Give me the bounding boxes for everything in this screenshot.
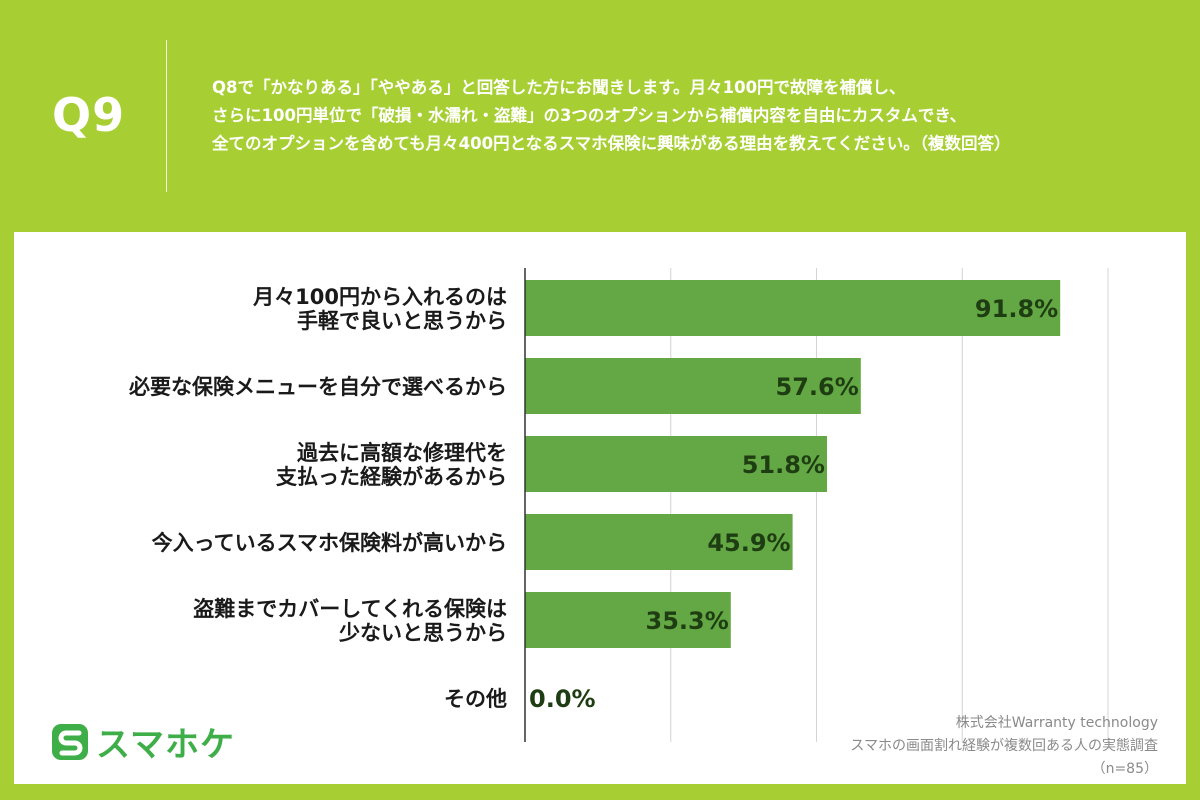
category-label: 手軽で良いと思うから [297, 309, 507, 333]
data-label: 91.8% [975, 295, 1058, 323]
source-company: 株式会社Warranty technology [955, 715, 1158, 731]
bar [525, 592, 731, 648]
chart-panel: 91.8% 月々100円から入れるのは 手軽で良いと思うから 57.6% 必要な保険メニ… [14, 232, 1186, 784]
header-divider [166, 40, 167, 192]
logo-text: スマホケ [96, 725, 235, 765]
question-line: さらに100円単位で「破損・水濡れ・盗難」の3つのオプションから補償内容を自由に… [212, 106, 967, 125]
source-survey: スマホの画面割れ経験が複数回ある人の実態調査 [850, 738, 1158, 754]
category-label: 必要な保険メニューを自分で選べるから [129, 375, 507, 399]
category-label: 支払った経験があるから [276, 465, 507, 489]
data-label: 45.9% [707, 529, 790, 557]
bar [525, 280, 1061, 336]
source-note: 株式会社Warranty technology スマホの画面割れ経験が複数回ある… [850, 712, 1158, 781]
question-text: Q8で「かなりある」「ややある」と回答した方にお聞きします。月々100円で故障を… [212, 74, 1172, 158]
data-label: 0.0% [529, 685, 596, 713]
bar [525, 436, 827, 492]
category-label: その他 [444, 687, 507, 711]
source-sample: （n=85） [1091, 761, 1158, 777]
category-label: 今入っているスマホ保険料が高いから [152, 531, 507, 555]
data-label: 57.6% [776, 373, 859, 401]
category-label: 少ないと思うから [338, 621, 507, 645]
category-label: 月々100円から入れるのは [252, 285, 507, 309]
brand-logo: スマホケ [50, 717, 235, 766]
question-number: Q9 [52, 88, 126, 142]
question-line: 全てのオプションを含めても月々400円となるスマホ保険に興味がある理由を教えてく… [212, 134, 1011, 153]
category-label: 過去に高額な修理代を [297, 441, 507, 465]
bar [525, 358, 861, 414]
data-label: 35.3% [646, 607, 729, 635]
data-label: 51.8% [742, 451, 825, 479]
question-line: Q8で「かなりある」「ややある」と回答した方にお聞きします。月々100円で故障を… [212, 78, 906, 97]
bar [525, 514, 793, 570]
s-logo-icon [52, 723, 88, 760]
category-label: 盗難までカバーしてくれる保険は [193, 597, 507, 621]
